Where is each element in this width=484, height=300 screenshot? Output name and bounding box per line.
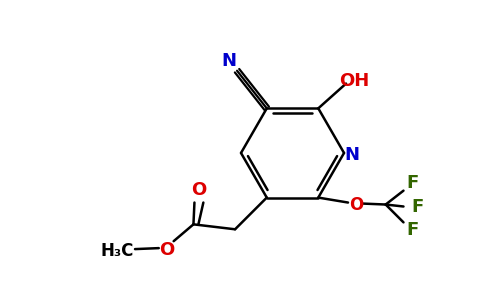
Text: O: O — [349, 196, 363, 214]
Text: N: N — [345, 146, 360, 164]
Text: O: O — [159, 241, 174, 259]
Text: F: F — [406, 174, 419, 192]
Text: H₃C: H₃C — [101, 242, 134, 260]
Text: F: F — [406, 221, 419, 239]
Text: F: F — [411, 197, 424, 215]
Text: O: O — [191, 181, 206, 199]
Text: N: N — [222, 52, 237, 70]
Text: OH: OH — [339, 72, 369, 90]
